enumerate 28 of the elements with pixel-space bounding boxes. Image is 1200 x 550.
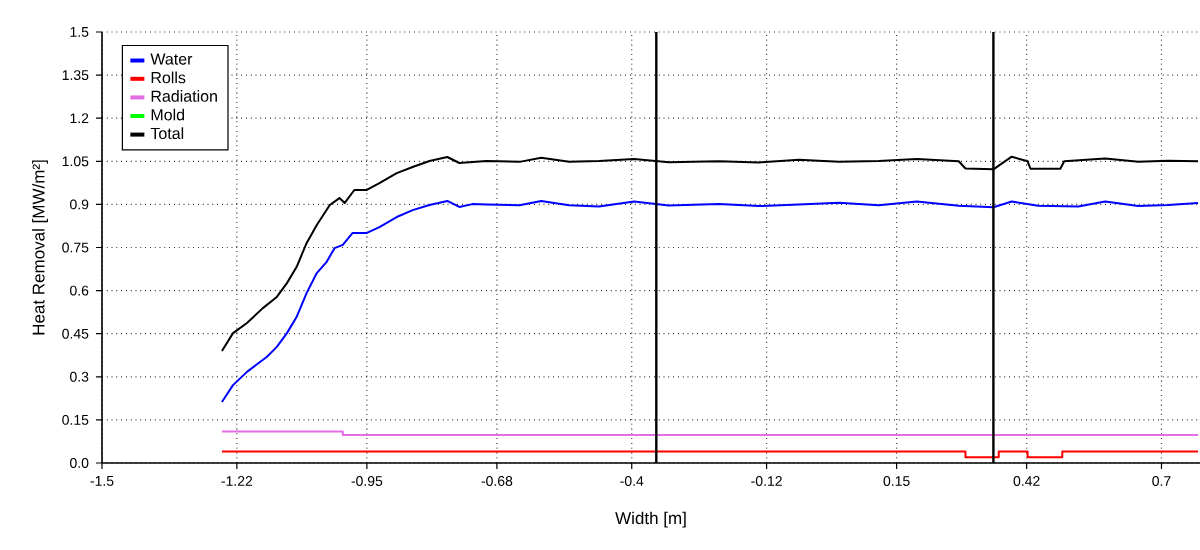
x-tick-label: -0.12 <box>751 476 782 486</box>
legend-label: Water <box>150 53 193 65</box>
y-tick-label: 0.45 <box>62 328 89 339</box>
x-tick-label: -0.4 <box>620 476 644 486</box>
x-axis-title: Width [m] <box>615 511 686 528</box>
x-tick-label: -0.95 <box>351 476 383 486</box>
x-tick-label: -1.22 <box>221 476 253 486</box>
y-tick-label: 1.2 <box>70 113 89 124</box>
y-tick-label: 0.0 <box>70 458 89 468</box>
x-tick-label: 0.7 <box>1152 476 1171 486</box>
legend-label: Mold <box>151 108 185 121</box>
line-series <box>220 199 1200 404</box>
y-tick-label: 0.9 <box>70 199 89 210</box>
y-tick-label: 0.3 <box>70 371 89 382</box>
x-tick-label: -1.5 <box>90 476 114 486</box>
legend-label: Total <box>150 127 184 140</box>
legend-label: Rolls <box>151 71 186 84</box>
y-tick-label: 1.35 <box>62 70 89 81</box>
y-tick-label: 0.75 <box>62 242 89 253</box>
y-tick-label: 1.05 <box>62 156 89 167</box>
y-tick-label: 1.5 <box>70 27 89 37</box>
legend-label: Radiation <box>151 90 217 102</box>
x-tick-label: -0.68 <box>481 476 513 486</box>
y-tick-label: 0.15 <box>62 414 89 425</box>
x-tick-label: 0.42 <box>1013 476 1040 486</box>
y-axis-title: Heat Removal [MW/m²] <box>32 160 48 335</box>
y-tick-label: 0.6 <box>70 285 89 296</box>
x-tick-label: 0.15 <box>883 476 910 486</box>
